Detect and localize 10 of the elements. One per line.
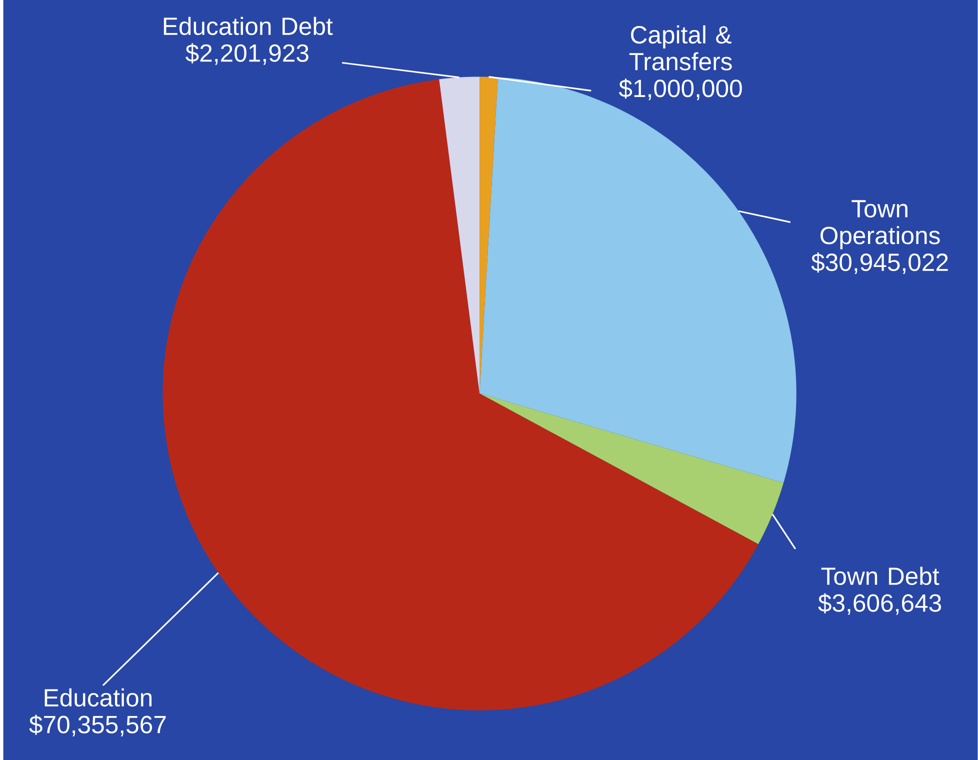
data-label: $3,606,643 bbox=[818, 593, 942, 615]
data-label: $30,945,022 bbox=[811, 252, 948, 274]
data-label: $70,355,567 bbox=[29, 714, 166, 736]
slice-label: Town Debt bbox=[821, 566, 940, 585]
slice-label: Capital & Transfers bbox=[629, 25, 732, 70]
data-label: $2,201,923 bbox=[186, 43, 308, 65]
slice-label: Education bbox=[44, 688, 152, 707]
data-label: $1,000,000 bbox=[618, 78, 742, 100]
slice-label: Town Operations bbox=[820, 200, 940, 250]
slice-label: Education Debt bbox=[164, 16, 333, 36]
